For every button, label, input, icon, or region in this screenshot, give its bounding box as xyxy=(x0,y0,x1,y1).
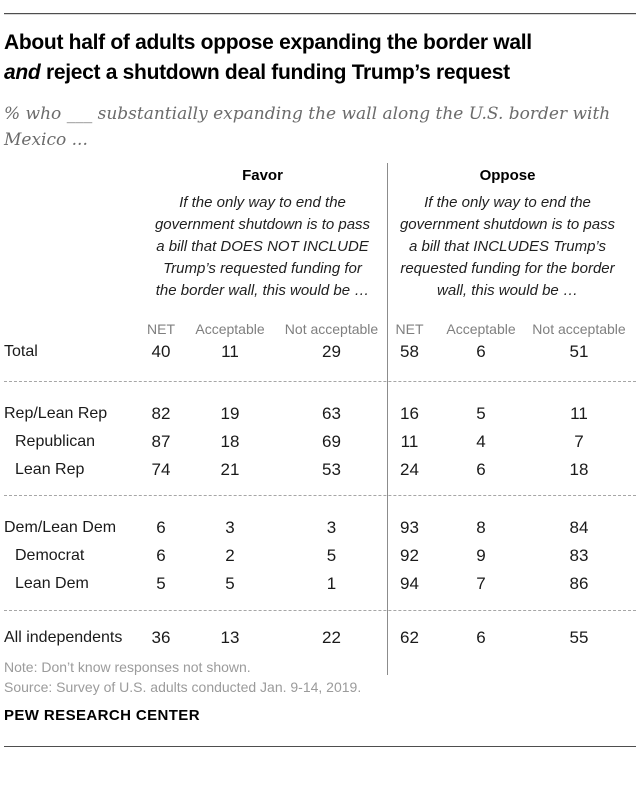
value-cell: 6 xyxy=(476,628,486,647)
chart-title-line2: and reject a shutdown deal funding Trump… xyxy=(4,58,636,88)
value-cell: 3 xyxy=(225,518,235,537)
value-cell: 19 xyxy=(220,404,240,423)
table-row-lean-dem: Lean Dem 5 5 1 94 7 86 xyxy=(4,570,636,598)
column-group-divider-line xyxy=(387,163,388,675)
column-header-oppose-acceptable: Acceptable xyxy=(446,321,516,337)
value-cell: 69 xyxy=(322,432,341,451)
row-label: All independents xyxy=(4,629,123,646)
oppose-group-header: Oppose xyxy=(479,167,536,184)
value-cell: 40 xyxy=(151,342,171,361)
value-cell: 2 xyxy=(225,546,235,565)
value-cell: 13 xyxy=(220,628,240,647)
favor-group-header: Favor xyxy=(242,167,283,184)
value-cell: 5 xyxy=(326,546,337,565)
footnote: Note: Don’t know responses not shown. So… xyxy=(4,657,636,697)
dotted-separator xyxy=(4,381,636,382)
value-cell: 22 xyxy=(322,628,341,647)
value-cell: 74 xyxy=(151,460,171,479)
pew-research-center-wordmark: PEW RESEARCH CENTER xyxy=(4,707,200,724)
value-cell: 6 xyxy=(156,518,166,537)
row-label: Lean Dem xyxy=(15,575,89,592)
value-cell: 18 xyxy=(569,460,589,479)
column-header-oppose-net: NET xyxy=(395,321,424,337)
value-cell: 5 xyxy=(156,574,166,593)
value-cell: 93 xyxy=(400,518,419,537)
value-cell: 5 xyxy=(476,404,486,423)
row-label: Rep/Lean Rep xyxy=(4,405,108,422)
value-cell: 4 xyxy=(476,432,486,451)
value-cell: 7 xyxy=(574,432,584,451)
value-cell: 51 xyxy=(569,342,589,361)
group-description-row: If the only way to end the government sh… xyxy=(4,192,636,302)
value-cell: 58 xyxy=(400,342,419,361)
table-row-democrat: Democrat 6 2 5 92 9 83 xyxy=(4,542,636,570)
chart-subtitle: % who ___ substantially expanding the wa… xyxy=(4,104,611,150)
value-cell: 53 xyxy=(322,460,341,479)
row-label: Dem/Lean Dem xyxy=(4,519,117,536)
top-rule xyxy=(4,13,636,15)
value-cell: 18 xyxy=(220,432,240,451)
row-label: Lean Rep xyxy=(15,461,85,478)
chart-title-line2-rest: reject a shutdown deal funding Trump’s r… xyxy=(40,61,510,84)
value-cell: 9 xyxy=(476,546,486,565)
table-row-dem-lean-dem: Dem/Lean Dem 6 3 3 93 8 84 xyxy=(4,514,636,542)
value-cell: 11 xyxy=(570,404,588,423)
table-row-total: Total 40 11 29 58 6 51 xyxy=(4,338,636,366)
table-row-lean-rep: Lean Rep 74 21 53 24 6 18 xyxy=(4,456,636,484)
column-header-favor-net: NET xyxy=(147,321,175,337)
value-cell: 11 xyxy=(400,432,419,451)
value-cell: 84 xyxy=(569,518,589,537)
value-cell: 36 xyxy=(151,628,171,647)
value-cell: 8 xyxy=(476,518,486,537)
column-header-row: NET Acceptable Not acceptable NET Accept… xyxy=(4,320,636,338)
value-cell: 87 xyxy=(151,432,171,451)
favor-group-description: If the only way to end the government sh… xyxy=(154,194,371,299)
value-cell: 24 xyxy=(400,460,419,479)
value-cell: 6 xyxy=(156,546,166,565)
value-cell: 94 xyxy=(400,574,419,593)
source-text: Source: Survey of U.S. adults conducted … xyxy=(4,679,362,695)
group-header-spacer xyxy=(4,167,142,184)
value-cell: 16 xyxy=(400,404,419,423)
oppose-group-description: If the only way to end the government sh… xyxy=(399,194,616,299)
value-cell: 5 xyxy=(225,574,235,593)
value-cell: 82 xyxy=(151,404,171,423)
value-cell: 86 xyxy=(569,574,589,593)
value-cell: 6 xyxy=(476,342,486,361)
chart-title: About half of adults oppose expanding th… xyxy=(4,28,636,88)
value-cell: 83 xyxy=(569,546,589,565)
table-row-all-independents: All independents 36 13 22 62 6 55 xyxy=(4,624,636,652)
chart-title-line1: About half of adults oppose expanding th… xyxy=(4,31,532,54)
column-header-favor-acceptable: Acceptable xyxy=(195,321,265,337)
value-cell: 55 xyxy=(569,628,589,647)
value-cell: 7 xyxy=(476,574,486,593)
row-label: Democrat xyxy=(15,547,85,564)
table-row-rep-lean-rep: Rep/Lean Rep 82 19 63 16 5 11 xyxy=(4,400,636,428)
value-cell: 29 xyxy=(322,342,341,361)
chart-title-italic-word: and xyxy=(4,61,41,84)
value-cell: 63 xyxy=(322,404,341,423)
value-cell: 3 xyxy=(326,518,337,537)
bottom-rule xyxy=(4,746,636,748)
column-header-oppose-not-acceptable: Not acceptable xyxy=(532,321,626,337)
dotted-separator xyxy=(4,610,636,611)
group-description-spacer xyxy=(4,192,142,302)
row-label: Republican xyxy=(15,433,96,450)
column-group-header-row: Favor Oppose xyxy=(4,167,636,184)
column-header-favor-not-acceptable: Not acceptable xyxy=(284,321,379,337)
dotted-separator xyxy=(4,495,636,496)
value-cell: 92 xyxy=(400,546,419,565)
row-label: Total xyxy=(4,343,38,360)
table-row-republican: Republican 87 18 69 11 4 7 xyxy=(4,428,636,456)
value-cell: 62 xyxy=(400,628,419,647)
value-cell: 11 xyxy=(221,342,239,361)
value-cell: 21 xyxy=(220,460,240,479)
value-cell: 6 xyxy=(476,460,486,479)
note-text: Note: Don’t know responses not shown. xyxy=(4,659,251,675)
value-cell: 1 xyxy=(326,574,337,593)
